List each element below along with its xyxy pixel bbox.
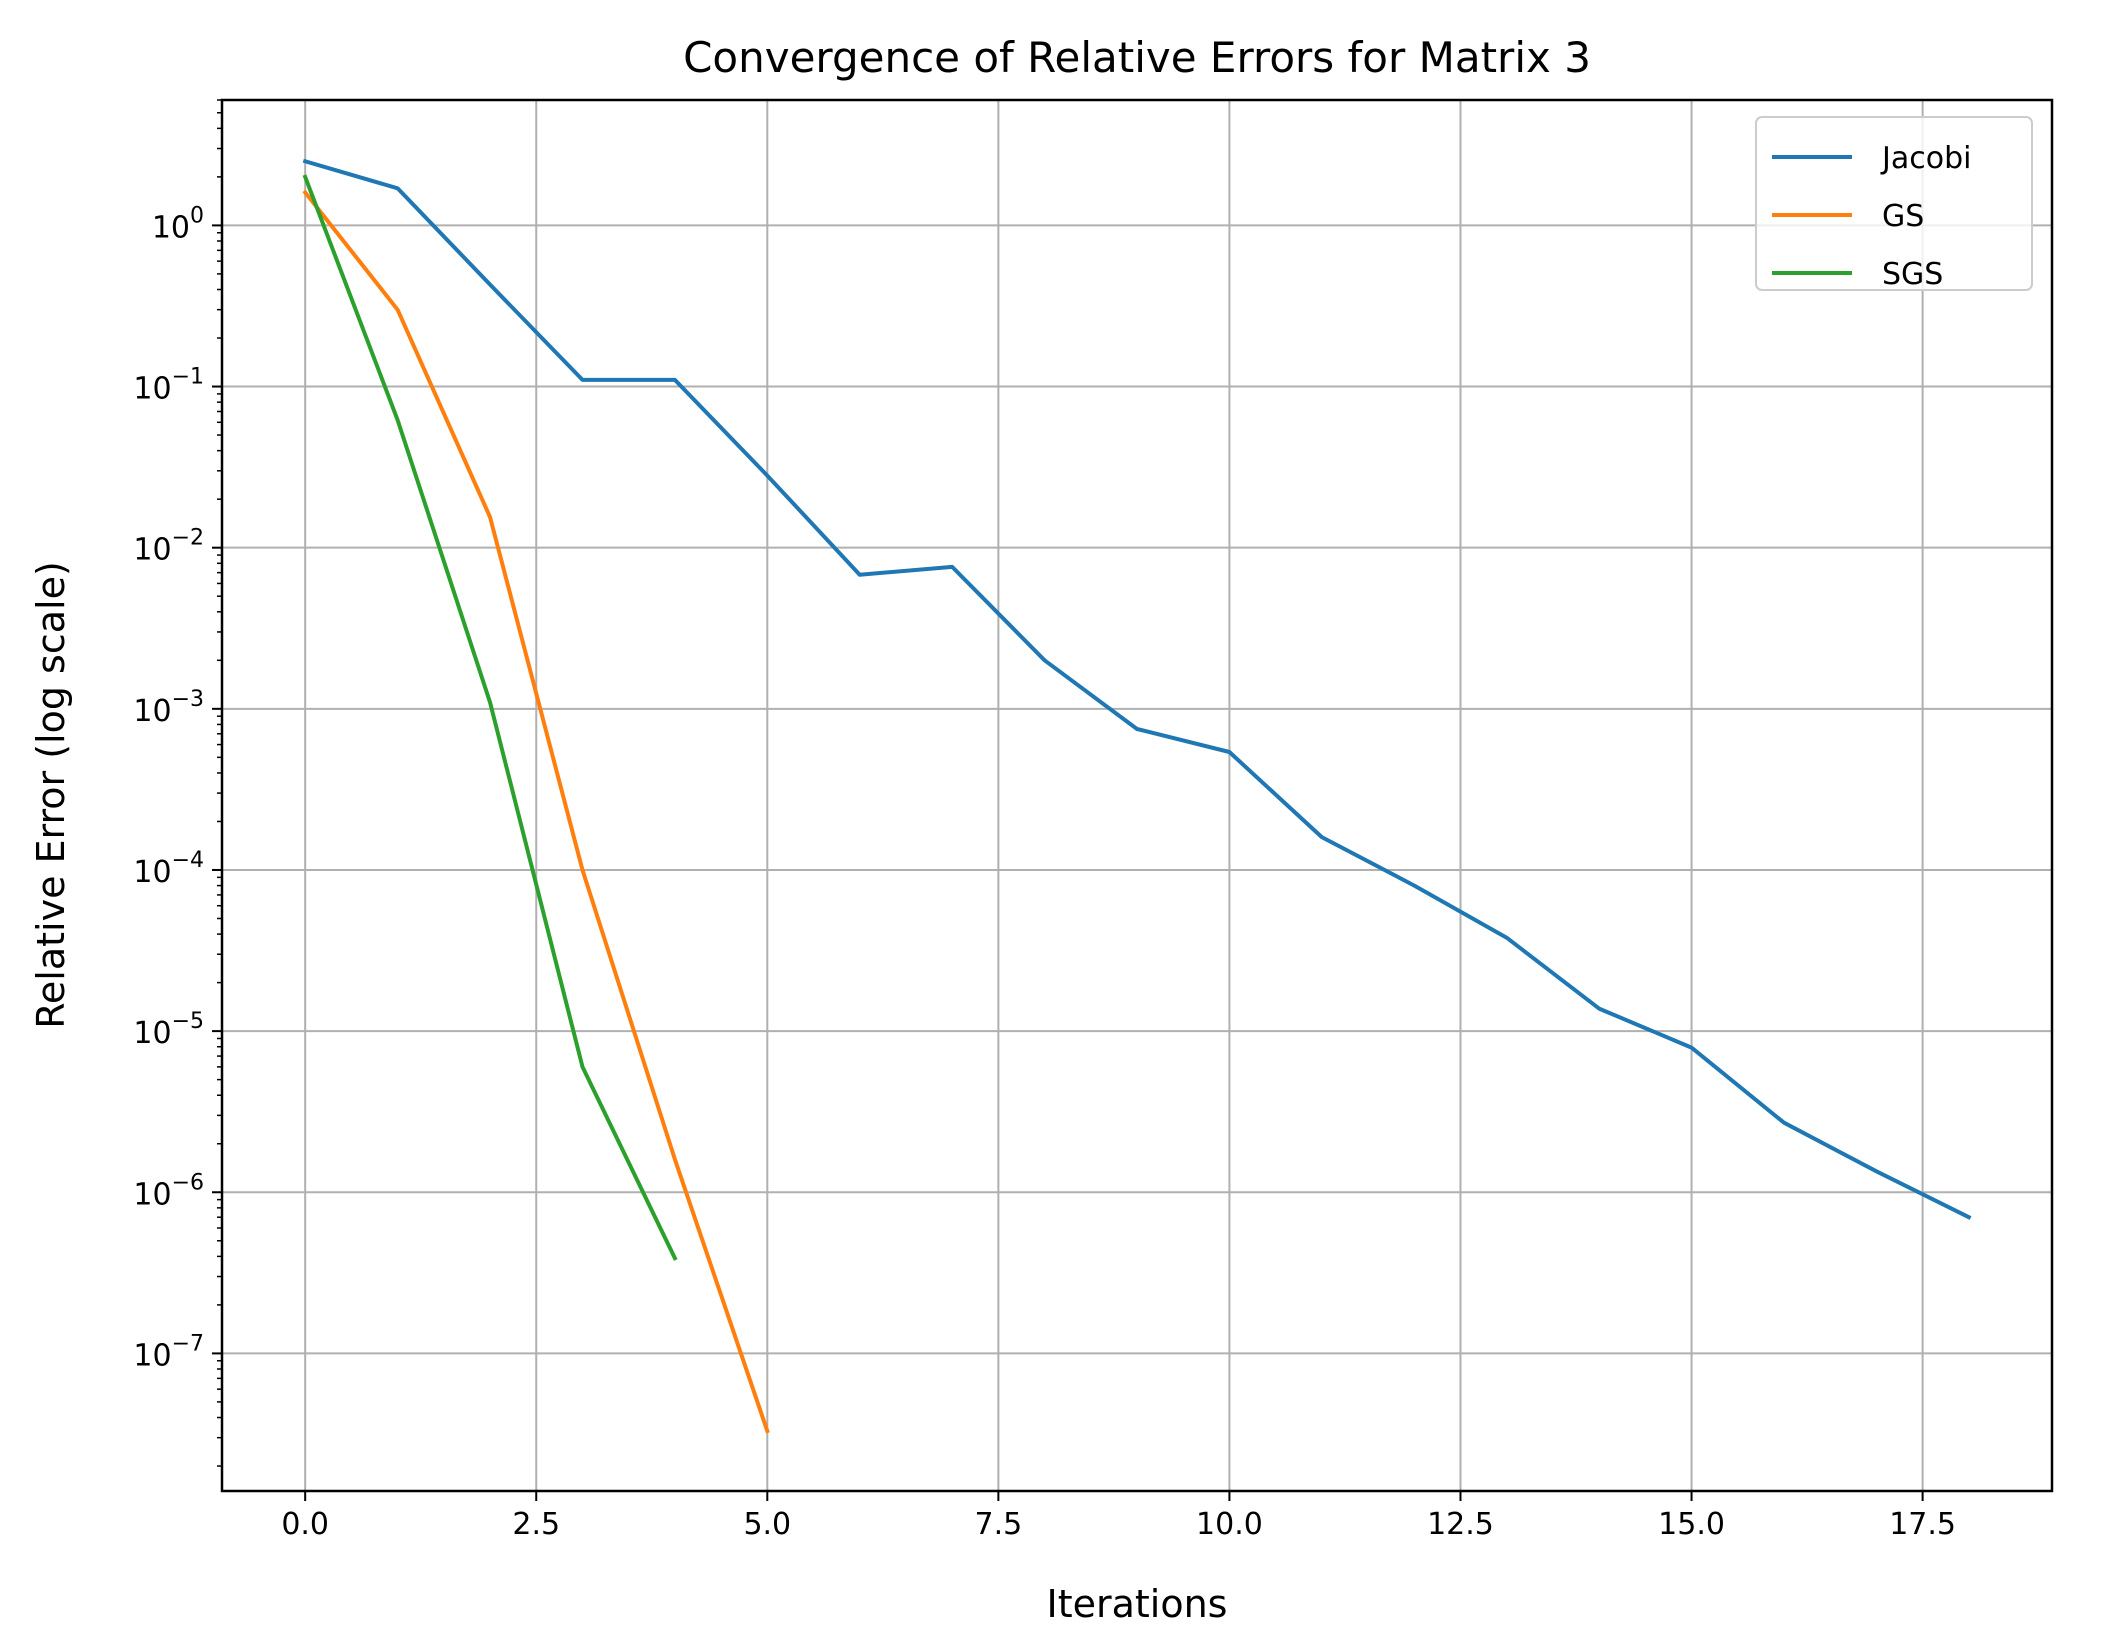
y-tick-label: 10−4 [133, 848, 204, 890]
x-axis-label: Iterations [1047, 1582, 1228, 1626]
y-tick-label: 10−7 [133, 1331, 204, 1373]
x-tick-label: 2.5 [512, 1507, 560, 1542]
y-tick-label: 100 [152, 203, 204, 245]
x-tick-label: 17.5 [1889, 1507, 1956, 1542]
series-line-sgs [302, 174, 678, 1261]
x-tick-label: 0.0 [281, 1507, 329, 1542]
y-tick-label: 10−1 [133, 365, 204, 407]
legend-box [1755, 116, 2033, 291]
legend: Jacobi GS SGS [1755, 116, 2033, 292]
chart-title: Convergence of Relative Errors for Matri… [683, 33, 1591, 82]
x-tick-label: 5.0 [743, 1507, 791, 1542]
y-tick-label: 10−5 [133, 1009, 204, 1051]
x-tick-label: 7.5 [975, 1507, 1023, 1542]
legend-label: GS [1882, 199, 1924, 234]
legend-label: SGS [1882, 257, 1943, 292]
series-line-jacobi [302, 158, 1972, 1220]
series-line-gs [302, 189, 770, 1434]
x-tick-label: 12.5 [1427, 1507, 1494, 1542]
y-axis-label: Relative Error (log scale) [29, 561, 73, 1029]
x-tick-label: 15.0 [1658, 1507, 1725, 1542]
x-tick-label: 10.0 [1196, 1507, 1263, 1542]
series-layer [302, 158, 1972, 1434]
y-tick-label: 10−3 [133, 687, 204, 729]
plot-frame [220, 98, 2054, 1493]
legend-label: Jacobi [1880, 141, 1971, 176]
grid-layer [222, 100, 2052, 1491]
y-tick-label: 10−6 [133, 1170, 204, 1212]
y-tick-label: 10−2 [133, 526, 204, 568]
tick-layer: 0.0 2.5 5.0 7.5 10.0 12.5 15.0 17.5 100 10−1 10−2 1… [133, 99, 1956, 1542]
